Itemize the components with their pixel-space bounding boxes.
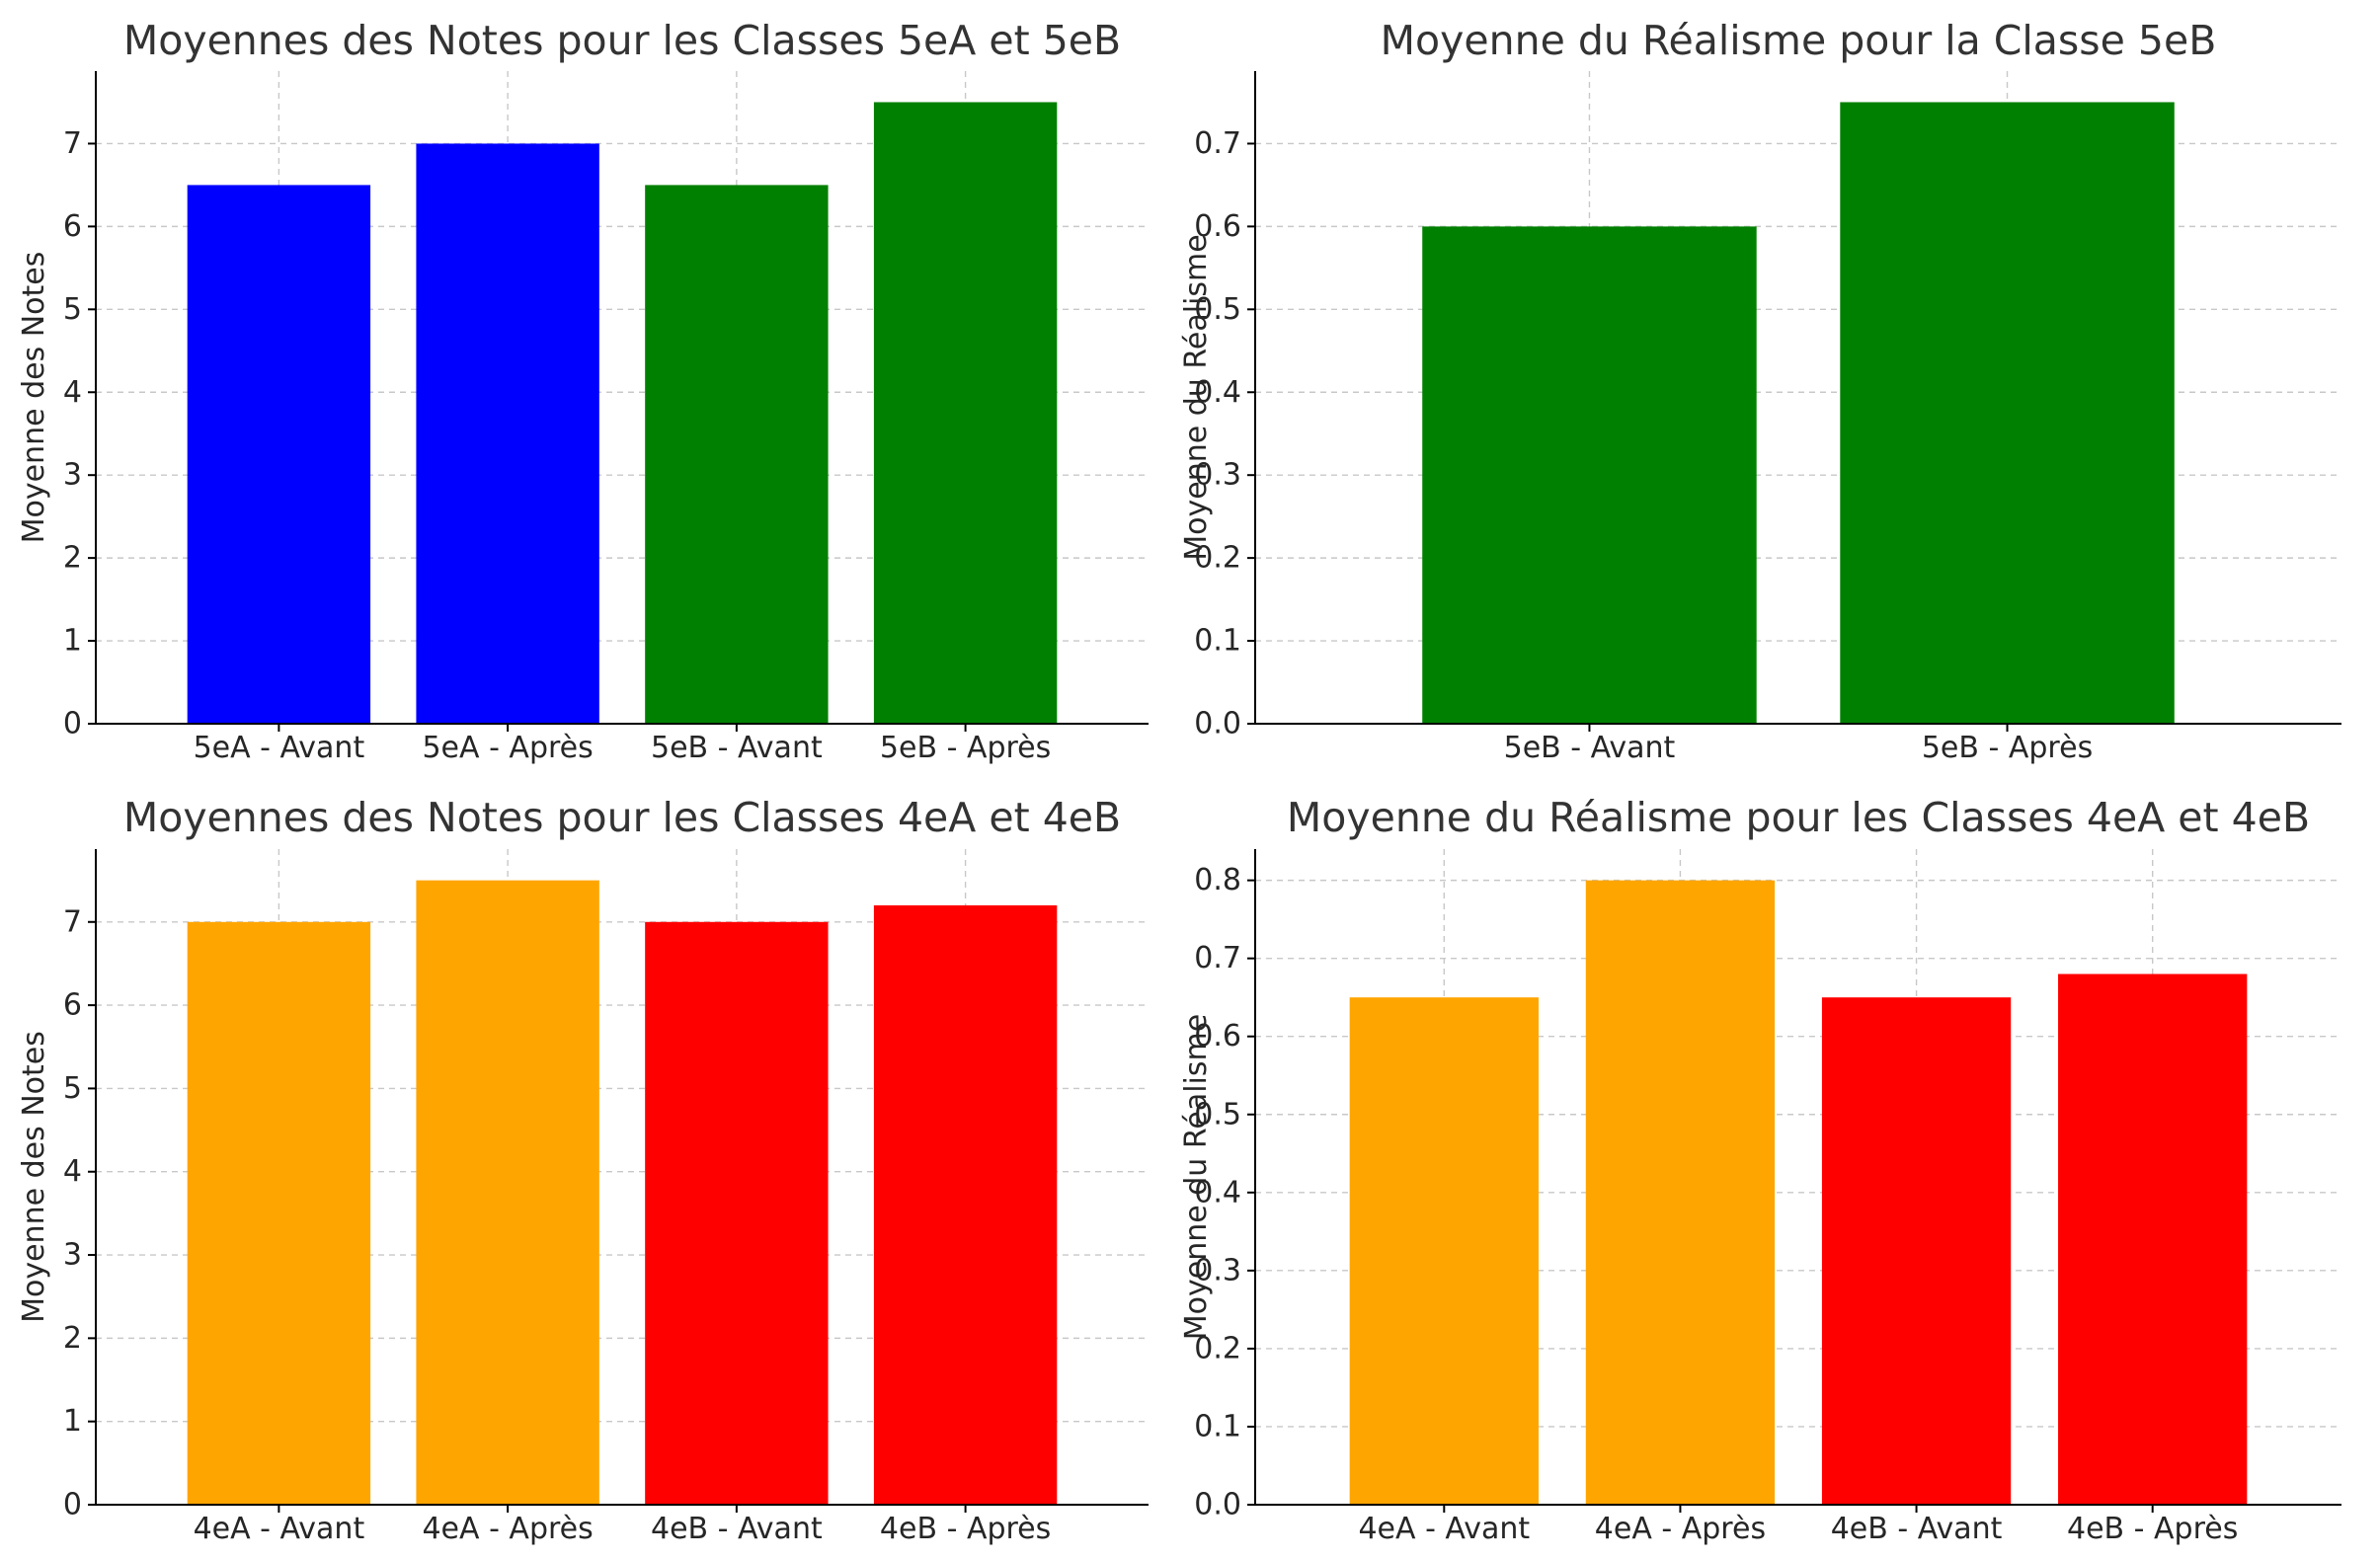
x-tick-label: 4eB - Avant <box>651 1512 823 1546</box>
y-tick-label: 0.5 <box>1194 292 1241 327</box>
y-tick-label: 0.6 <box>1194 209 1241 244</box>
x-tick-label: 4eA - Avant <box>194 1512 365 1546</box>
y-tick-label: 0.1 <box>1194 624 1241 659</box>
y-tick-label: 0.1 <box>1194 1409 1241 1443</box>
y-tick-label: 0.3 <box>1194 1253 1241 1287</box>
bar-realisme-4e-3 <box>1821 997 2012 1505</box>
bar-notes-4e-4 <box>873 904 1058 1505</box>
bar-realisme-4e-4 <box>2058 974 2248 1505</box>
y-axis-label: Moyenne du Réalisme <box>1179 1014 1214 1340</box>
y-tick-label: 0 <box>63 1488 82 1522</box>
x-tick-label: 4eA - Après <box>422 1512 593 1546</box>
y-tick-label: 1 <box>63 624 82 659</box>
x-tick-label: 5eB - Avant <box>1504 731 1676 765</box>
x-tick-label: 5eA - Avant <box>194 731 365 765</box>
x-tick-label: 4eB - Avant <box>1831 1512 2003 1546</box>
x-tick-label: 5eB - Après <box>1922 731 2093 765</box>
y-tick-label: 0.0 <box>1194 707 1241 741</box>
y-axis-label: Moyenne des Notes <box>17 1031 51 1323</box>
y-tick-label: 0.2 <box>1194 1331 1241 1365</box>
chart-panel-notes-5e: 0 1 2 3 4 5 6 7 5eA - Avant 5eA - Après 5eB - Avan… <box>17 17 1149 765</box>
y-tick-label: 1 <box>63 1404 82 1439</box>
bar-notes-5e-3 <box>645 185 829 724</box>
y-tick-label: 7 <box>63 904 82 939</box>
y-tick-label: 6 <box>63 988 82 1023</box>
chart-title: Moyenne du Réalisme pour les Classes 4eA… <box>1287 794 2310 841</box>
y-tick-label: 4 <box>63 1154 82 1189</box>
x-tick-label: 4eA - Avant <box>1358 1512 1530 1546</box>
bar-realisme-4e-2 <box>1585 880 1776 1505</box>
chart-title: Moyennes des Notes pour les Classes 4eA … <box>123 794 1121 841</box>
chart-panel-realisme-4e: 0.0 0.1 0.2 0.3 0.4 0.5 0.6 0.7 0.8 4eA - Avant 4e… <box>1179 794 2341 1546</box>
bar-notes-5e-4 <box>873 102 1058 724</box>
y-tick-label: 0.5 <box>1194 1097 1241 1131</box>
bar-realisme-5eb-1 <box>1422 226 1757 724</box>
bar-notes-5e-1 <box>187 185 371 724</box>
bar-notes-4e-3 <box>645 921 829 1505</box>
y-tick-label: 3 <box>63 1238 82 1273</box>
y-axis-label: Moyenne des Notes <box>17 252 51 544</box>
x-tick-label: 4eA - Après <box>1595 1512 1766 1546</box>
y-tick-label: 5 <box>63 1071 82 1106</box>
bar-notes-4e-1 <box>187 921 371 1505</box>
x-tick-label: 5eB - Avant <box>651 731 823 765</box>
y-tick-label: 0.7 <box>1194 126 1241 161</box>
chart-title: Moyenne du Réalisme pour la Classe 5eB <box>1381 17 2217 64</box>
bar-notes-5e-2 <box>416 143 599 724</box>
y-tick-label: 5 <box>63 292 82 327</box>
y-tick-label: 6 <box>63 209 82 244</box>
chart-panel-notes-4e: 0 1 2 3 4 5 6 7 4eA - Avant 4eA - Après 4eB - Avan… <box>17 794 1149 1546</box>
bar-realisme-5eb-2 <box>1840 102 2175 724</box>
x-tick-label: 5eB - Après <box>880 731 1051 765</box>
y-tick-label: 0.4 <box>1194 1175 1241 1209</box>
bar-notes-4e-2 <box>416 880 599 1505</box>
y-tick-label: 0.2 <box>1194 541 1241 576</box>
y-tick-label: 0.8 <box>1194 863 1241 897</box>
y-tick-label: 0.4 <box>1194 375 1241 410</box>
y-tick-label: 2 <box>63 1321 82 1356</box>
y-tick-label: 2 <box>63 541 82 576</box>
y-tick-label: 3 <box>63 458 82 493</box>
x-tick-label: 5eA - Après <box>422 731 593 765</box>
y-tick-label: 4 <box>63 375 82 410</box>
y-tick-label: 0.7 <box>1194 941 1241 975</box>
x-tick-label: 4eB - Après <box>880 1512 1051 1546</box>
y-axis-label: Moyenne du Réalisme <box>1179 234 1214 560</box>
bar-realisme-4e-1 <box>1349 997 1539 1505</box>
x-tick-label: 4eB - Après <box>2067 1512 2238 1546</box>
y-tick-label: 0.6 <box>1194 1019 1241 1053</box>
y-tick-label: 0 <box>63 707 82 741</box>
y-tick-label: 0.3 <box>1194 458 1241 493</box>
y-tick-label: 7 <box>63 126 82 161</box>
chart-title: Moyennes des Notes pour les Classes 5eA … <box>123 17 1121 64</box>
y-tick-label: 0.0 <box>1194 1488 1241 1522</box>
chart-panel-realisme-5eb: 0.0 0.1 0.2 0.3 0.4 0.5 0.6 0.7 5eB - Avant 5eB -… <box>1179 17 2341 765</box>
